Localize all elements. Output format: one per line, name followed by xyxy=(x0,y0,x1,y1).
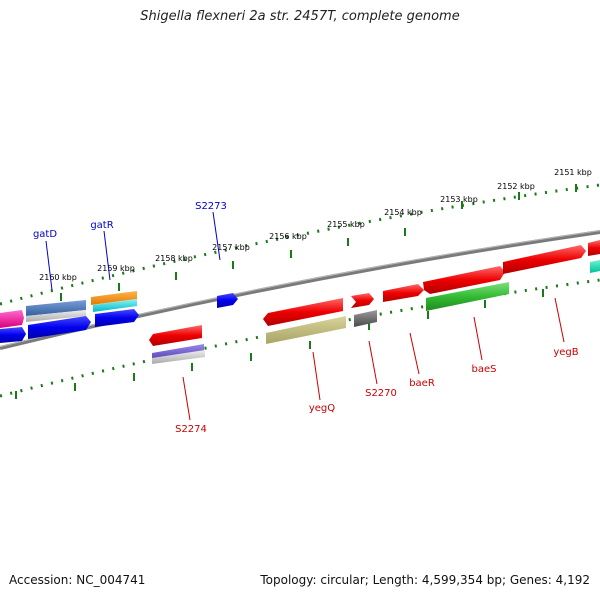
inner-tick-track xyxy=(0,278,600,398)
gene-arrow-gatD-lower[interactable] xyxy=(26,310,86,322)
inner-major-ticks xyxy=(15,289,544,399)
gene-arrow-blue-left[interactable] xyxy=(0,327,26,343)
gene-arrow-yegB[interactable] xyxy=(503,245,586,274)
gene-label-gatR[interactable]: gatR xyxy=(90,220,113,231)
gene-arrow-S2273[interactable] xyxy=(217,293,238,308)
gene-arrow-S2273-region[interactable] xyxy=(351,293,374,308)
leader-S2270 xyxy=(368,340,378,385)
leader-gatR xyxy=(103,230,111,281)
gene-arrow-gatR-lower[interactable] xyxy=(93,299,137,312)
tick-label: 2159 kbp xyxy=(97,264,135,273)
tick-label: 2157 kbp xyxy=(212,243,250,252)
gene-arrow-baeS[interactable] xyxy=(423,266,505,294)
leader-baeS xyxy=(473,316,483,361)
gene-arrow-yegQ[interactable] xyxy=(263,298,343,326)
gene-arrow-baeR-left[interactable] xyxy=(383,284,424,302)
leader-yegB xyxy=(554,297,565,343)
gene-arrow-blue-mid[interactable] xyxy=(28,316,91,339)
gene-label-yegQ[interactable]: yegQ xyxy=(309,403,335,414)
tick-label: 2152 kbp xyxy=(497,182,535,191)
tick-label: 2154 kbp xyxy=(384,208,422,217)
gene-label-baeS[interactable]: baeS xyxy=(472,364,497,375)
outer-major-ticks xyxy=(60,184,577,301)
genome-summary: Topology: circular; Length: 4,599,354 bp… xyxy=(260,573,590,587)
gene-arrow-yegQ-lower[interactable] xyxy=(266,316,346,344)
tick-label: 2158 kbp xyxy=(155,254,193,263)
tick-label: 2151 kbp xyxy=(554,168,592,177)
leader-S2273 xyxy=(212,211,221,261)
leader-yegQ xyxy=(312,351,321,401)
gene-arrow-gatD[interactable] xyxy=(26,300,86,316)
gene-label-yegB[interactable]: yegB xyxy=(553,347,578,358)
accession-label: Accession: NC_004741 xyxy=(9,573,146,587)
gene-arrow-blue-right[interactable] xyxy=(95,309,139,327)
gene-arrow-S2274-lower[interactable] xyxy=(152,344,204,359)
gene-arrow-S2274-lower2[interactable] xyxy=(152,350,205,364)
map-title: Shigella flexneri 2a str. 2457T, complet… xyxy=(140,9,460,24)
reverse-genes xyxy=(0,282,509,364)
gene-label-baeR[interactable]: baeR xyxy=(409,378,435,389)
gene-arrow-baeS-green[interactable] xyxy=(426,282,509,311)
leader-baeR xyxy=(409,332,420,375)
leader-gatD xyxy=(45,240,53,291)
gene-arrow-edge-teal[interactable] xyxy=(590,260,600,273)
tick-label: 2155 kbp xyxy=(327,220,365,229)
tick-label: 2156 kbp xyxy=(269,232,307,241)
gene-label-S2274[interactable]: S2274 xyxy=(175,424,207,435)
gene-arrow-S2274[interactable] xyxy=(149,325,202,346)
tick-label: 2153 kbp xyxy=(440,195,478,204)
tick-label: 2160 kbp xyxy=(39,273,77,282)
forward-genes xyxy=(0,240,600,328)
gene-arrow-S2270[interactable] xyxy=(354,310,377,327)
leader-S2274 xyxy=(182,376,191,421)
gene-arrow-magenta[interactable] xyxy=(0,310,24,328)
gene-arrow-edge-right[interactable] xyxy=(588,240,600,256)
gene-label-gatD[interactable]: gatD xyxy=(33,229,57,240)
gene-label-S2270[interactable]: S2270 xyxy=(365,388,397,399)
gene-arrow-gatR[interactable] xyxy=(91,291,137,305)
gene-label-S2273[interactable]: S2273 xyxy=(195,201,227,212)
